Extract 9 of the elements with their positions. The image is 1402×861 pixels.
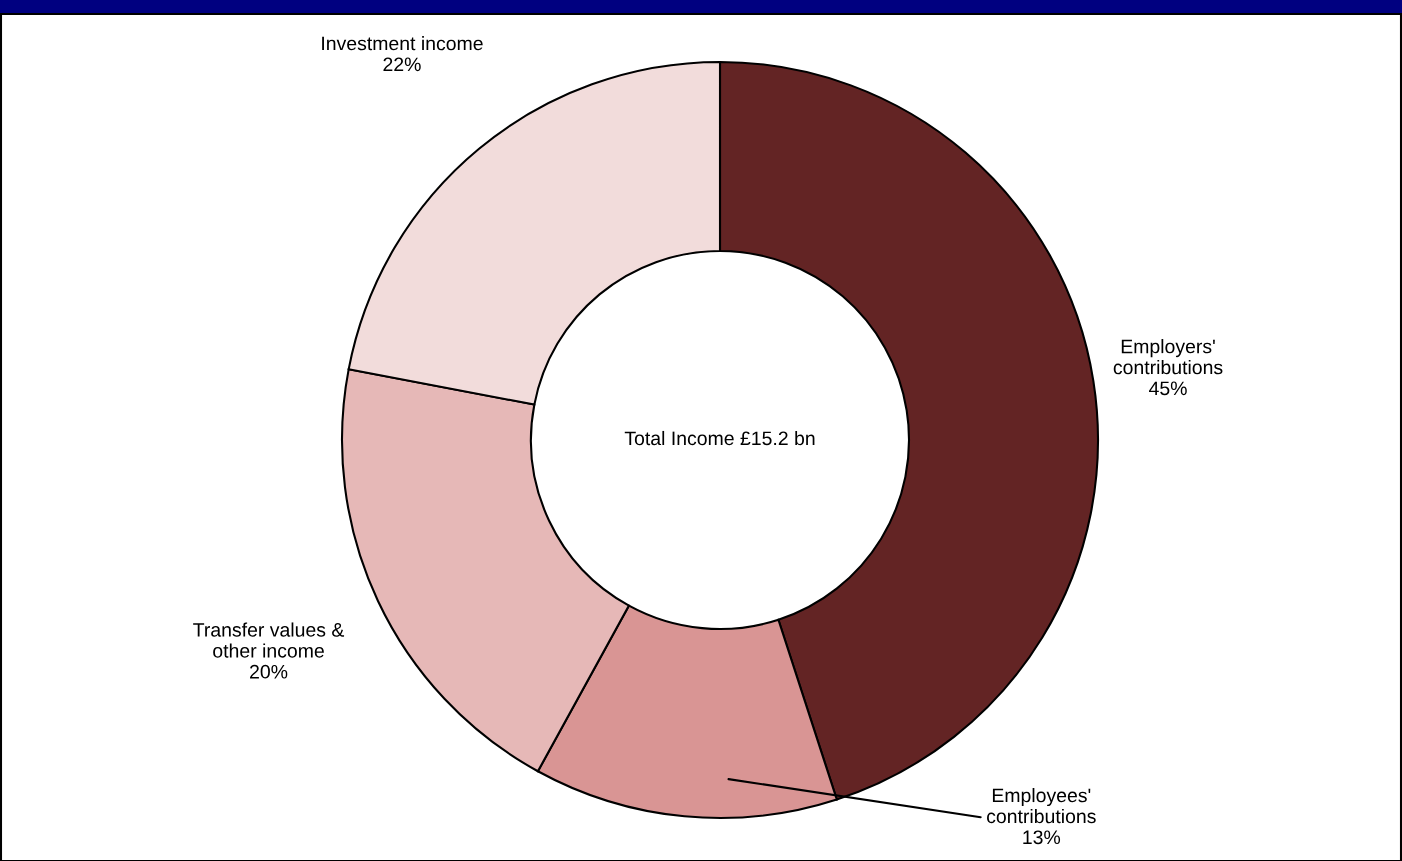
data-label: 22% bbox=[383, 57, 421, 72]
text: Total Income £15.2 bn bbox=[624, 430, 815, 446]
data-label: 45% bbox=[1149, 381, 1187, 396]
slice-label: Employees' contributions bbox=[987, 787, 1096, 824]
slice-label: Investment income bbox=[322, 36, 483, 51]
data-label: 13% bbox=[1023, 830, 1061, 845]
slice-label: Employers' contributions bbox=[1113, 339, 1223, 375]
slice-label: Transfer values & other income bbox=[193, 622, 345, 658]
data-label: 20% bbox=[250, 664, 288, 679]
